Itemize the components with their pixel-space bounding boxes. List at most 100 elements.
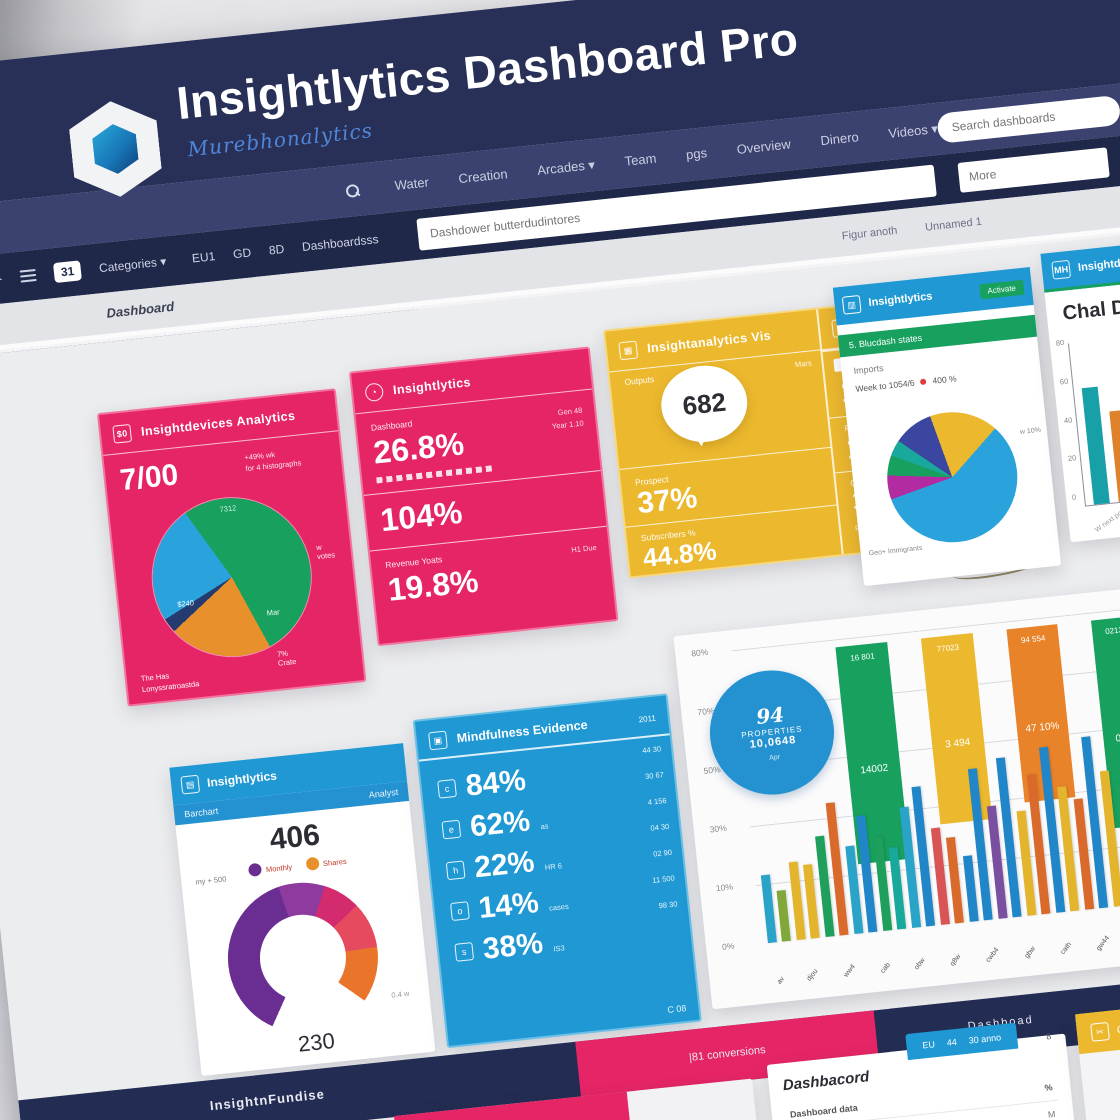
- kpi-side-note: Mars: [794, 358, 813, 370]
- nav-item[interactable]: Arcades ▾: [536, 156, 596, 178]
- kpi-side-note: H1 Due: [570, 542, 598, 555]
- bar: [803, 863, 821, 939]
- search-icon[interactable]: [344, 183, 359, 198]
- nav-search-input[interactable]: [936, 94, 1120, 144]
- small-note: 0.4 w: [390, 988, 410, 1000]
- kpi-value: 62%: [468, 804, 532, 844]
- legend-item: Shares: [305, 854, 347, 871]
- breadcrumb: Dashboard: [105, 298, 175, 321]
- bar: [1109, 409, 1120, 503]
- toolbar-item[interactable]: EU1: [191, 249, 216, 266]
- row-icon: o: [450, 901, 470, 922]
- toolbar-item[interactable]: Dashboardsss: [301, 232, 380, 254]
- table-icon: ▥: [841, 294, 862, 315]
- nav-item[interactable]: Team: [623, 150, 658, 169]
- grid-icon: ▦: [618, 340, 639, 361]
- app-title: Insightlytics Dashboard Pro: [174, 12, 801, 130]
- card-title: Mindfulness Evidence: [456, 717, 589, 746]
- card-subheader: Barchart: [183, 805, 219, 820]
- nav-item[interactable]: Water: [393, 174, 430, 193]
- card-title: Insightlytics: [867, 290, 934, 310]
- crumb-right-1[interactable]: Figur anoth: [841, 224, 898, 242]
- card-insightlytics-kpis: ◔ Insightlytics Dashboard 26.8% Gen 48 Y…: [348, 346, 619, 647]
- header-icon[interactable]: ▤: [874, 0, 898, 1]
- pie-label: w 10%: [1019, 426, 1042, 436]
- bar: [777, 890, 792, 942]
- toolbar-item[interactable]: GD: [232, 245, 252, 262]
- categories-dropdown[interactable]: Categories ▾: [98, 254, 167, 276]
- x-axis-labels: avdjouww4cabobwq8wcwb4gbwcathgw44owglwst…: [776, 934, 1112, 986]
- pie-label: 7% Crate: [276, 648, 297, 668]
- bar: [946, 837, 965, 924]
- row-icon: s: [454, 942, 475, 962]
- kpi-sub: IS3: [552, 943, 566, 954]
- nav-item[interactable]: Overview: [735, 136, 792, 157]
- card-footer-note: The Has Lonyssratroastda: [140, 670, 200, 694]
- toolbar-filter-input[interactable]: [957, 147, 1110, 193]
- gauge-chart: [220, 875, 386, 1041]
- scissors-icon: ✂: [1090, 1021, 1110, 1042]
- card-devices-analytics: $0 Insightdevices Analytics 7/00 +49% wk…: [96, 388, 367, 707]
- count-chip[interactable]: 31: [52, 260, 83, 284]
- card-blucdash-states: ▥ Insightlytics Activate 5. Blucdash sta…: [832, 267, 1062, 587]
- card-title: Insightlytics: [392, 375, 472, 398]
- card-barchart-donut: ▤ Insightlytics Barchart Analyst 406 Mon…: [169, 743, 436, 1077]
- content-area: $0 Insightdevices Analytics 7/00 +49% wk…: [0, 222, 1120, 1120]
- nav-item[interactable]: Dinero: [819, 129, 860, 149]
- kpi-sub: HR 6: [544, 861, 563, 872]
- small-value: 11 500: [651, 873, 676, 885]
- week-value: 400 %: [931, 373, 957, 386]
- card-mindfulness-evidence: ▣ Mindfulness Evidence 2011 c 84% e 62% …: [412, 693, 702, 1049]
- row-icon: c: [437, 778, 457, 799]
- activate-button[interactable]: Activate: [978, 279, 1025, 299]
- small-value: 4 156: [647, 795, 667, 807]
- card-title: Insightdevices Analytics: [140, 408, 297, 439]
- nav-item[interactable]: pgs: [685, 145, 708, 163]
- corner-note: C 08: [666, 1003, 687, 1015]
- card-subheader-right: Analyst: [368, 786, 399, 800]
- pie-label: $240: [176, 598, 195, 609]
- row-icon: e: [441, 819, 462, 840]
- pie-label: 7312: [219, 503, 237, 515]
- bar: [962, 855, 979, 922]
- card-title: Insightlytics: [206, 768, 278, 790]
- card-title: Insightdevices: [1077, 254, 1120, 274]
- bar: [788, 861, 806, 941]
- clipboard-icon: ▣: [428, 730, 448, 751]
- small-value: 04 30: [650, 821, 670, 833]
- small-value: 44 30: [641, 744, 662, 756]
- card-title-right: 2011: [638, 713, 657, 724]
- status-dot: [920, 378, 927, 386]
- refresh-icon: ◔: [364, 382, 385, 403]
- hamburger-icon[interactable]: [19, 268, 37, 283]
- small-value: 02 90: [652, 847, 673, 859]
- toolbar-items: EU1 GD 8D Dashboardsss: [191, 232, 379, 266]
- kpi-value: 38%: [481, 926, 545, 966]
- hexagon-logo-icon: [67, 97, 165, 202]
- pie-label: Mar: [266, 607, 281, 618]
- nav-item[interactable]: Creation: [457, 166, 509, 187]
- bar: [1081, 386, 1110, 505]
- dollar-icon: $0: [112, 423, 133, 444]
- states-pie-chart: [880, 405, 1024, 549]
- devices-pie-chart: [144, 490, 319, 664]
- legend-item: Monthly: [248, 859, 293, 877]
- week-label: Week to 1054/6: [854, 377, 916, 394]
- corner-note: 8: [1045, 1031, 1052, 1042]
- app-logo: [67, 97, 165, 202]
- panel-main-bar-chart: 80% 70% 50% 30% 10% 0% 94 PROPERTIES 10,0648 …: [673, 577, 1120, 1010]
- crumb-right-2[interactable]: Unnamed 1: [924, 215, 983, 234]
- band-title: InsightnFundise: [209, 1086, 326, 1114]
- toolbar-item[interactable]: 8D: [268, 241, 285, 258]
- kpi-side-note: Gen 48 Year 1.10: [551, 405, 585, 431]
- chart-icon: ▤: [180, 774, 201, 795]
- kpi-value: 84%: [464, 763, 528, 803]
- header-icon-row: ▤▥◔▦▴⌂»≡: [874, 0, 1120, 1]
- small-value: 30 67: [644, 770, 665, 782]
- pie-label: Geo+ Immigrants: [868, 544, 923, 558]
- small-note: my + 500: [194, 874, 227, 887]
- nav-item[interactable]: Videos ▾: [887, 120, 939, 142]
- x-axis-label: W next pow: [1094, 506, 1120, 535]
- cursor-icon[interactable]: ▻: [0, 270, 4, 287]
